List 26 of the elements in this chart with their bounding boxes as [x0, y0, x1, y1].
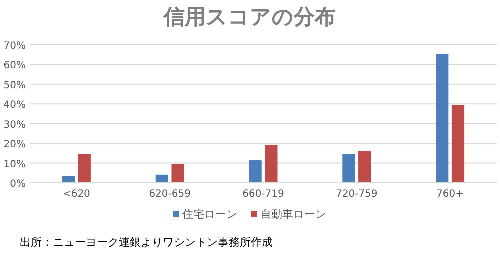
- bar: [452, 105, 465, 183]
- bar: [436, 54, 449, 183]
- bar: [358, 151, 372, 183]
- bar: [156, 174, 168, 183]
- y-tick-label: 10%: [4, 159, 26, 170]
- x-tick-label: 720-759: [336, 189, 378, 200]
- y-tick-label: 0%: [10, 179, 26, 190]
- y-tick-label: 20%: [4, 140, 26, 151]
- y-tick-label: 70%: [4, 41, 26, 52]
- y-tick-label: 40%: [4, 100, 26, 112]
- x-tick-label: <620: [62, 189, 90, 200]
- y-tick-label: 60%: [4, 60, 26, 72]
- y-tick-label: 50%: [4, 80, 26, 92]
- bar: [265, 145, 278, 183]
- x-tick-label: 620-659: [149, 189, 191, 200]
- bar: [78, 154, 91, 183]
- legend-label: 自動車ローン: [260, 208, 326, 221]
- text: 出所：ニューヨーク連銀よりワシントン事務所作成: [20, 236, 273, 249]
- legend-label: 住宅ローン: [182, 208, 238, 221]
- y-tick-label: 30%: [4, 120, 26, 131]
- x-tick-label: 660-719: [242, 189, 284, 200]
- x-tick-label: 760+: [436, 189, 464, 200]
- bar: [342, 154, 356, 183]
- bar: [172, 164, 184, 183]
- chart-title: 信用スコアの分布: [163, 5, 336, 29]
- bar: [249, 160, 262, 183]
